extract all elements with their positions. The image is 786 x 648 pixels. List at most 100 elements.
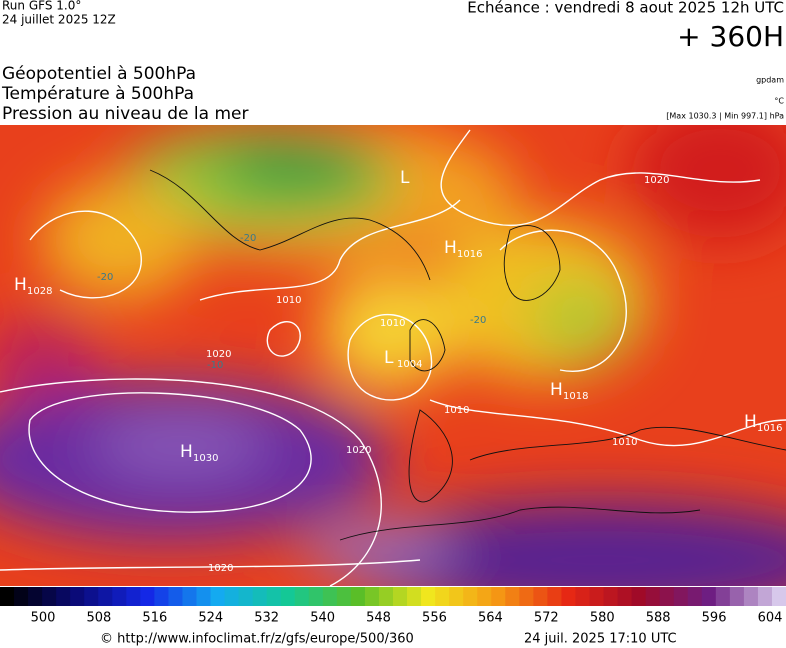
colorbar-swatch xyxy=(364,587,380,606)
pressure-center-letter: H xyxy=(744,412,757,432)
colorbar-swatch xyxy=(701,587,717,606)
colorbar-tick-label: 540 xyxy=(310,611,335,626)
colorbar-swatch xyxy=(435,587,450,606)
colorbar-swatch xyxy=(645,587,661,606)
colorbar-tick-label: 572 xyxy=(534,611,559,626)
colorbar-tick-label: 548 xyxy=(366,611,391,626)
colorbar-swatch xyxy=(294,587,310,606)
temperature-label: -20 xyxy=(97,272,113,283)
valid-time: Echéance : vendredi 8 aout 2025 12h UTC xyxy=(467,0,784,17)
colorbar-swatch xyxy=(505,587,520,606)
colorbar-swatch xyxy=(56,587,71,606)
colorbar-swatch xyxy=(421,587,436,606)
colorbar-swatch xyxy=(463,587,478,606)
colorbar-swatch xyxy=(98,587,113,606)
pressure-center-letter: L xyxy=(384,348,394,368)
run-label: Run GFS 1.0° xyxy=(2,0,81,13)
isobar-label: 1010 xyxy=(276,295,301,306)
colorbar-swatch xyxy=(126,587,141,606)
colorbar-swatch xyxy=(519,587,534,606)
colorbar-swatch xyxy=(336,587,352,606)
colorbar-swatch xyxy=(378,587,394,606)
colorbar-swatch xyxy=(561,587,576,606)
field-title: Température à 500hPa xyxy=(1,84,194,104)
pressure-center-value: 1016 xyxy=(457,249,482,260)
colorbar-swatch xyxy=(238,587,254,606)
isobar-label: 1010 xyxy=(380,318,405,329)
colorbar-swatch xyxy=(140,587,155,606)
colorbar-swatch xyxy=(757,587,773,606)
colorbar-swatch xyxy=(0,587,15,606)
colorbar-tick-label: 588 xyxy=(646,611,671,626)
colorbar-swatch xyxy=(533,587,548,606)
colorbar-tick-label: 508 xyxy=(87,611,112,626)
colorbar-swatch xyxy=(743,587,759,606)
colorbar-swatch xyxy=(350,587,366,606)
pressure-center-value: 1016 xyxy=(757,423,782,434)
isobar-label: 1020 xyxy=(208,563,233,574)
pressure-center-letter: H xyxy=(444,238,457,258)
temperature-label: -10 xyxy=(207,360,223,371)
field-title: Pression au niveau de la mer xyxy=(2,104,248,124)
colorbar-swatch xyxy=(28,587,43,606)
unit-label: °C xyxy=(774,97,784,106)
colorbar-swatch xyxy=(322,587,338,606)
colorbar-swatch xyxy=(407,587,422,606)
colorbar-swatch xyxy=(491,587,506,606)
coastlines xyxy=(149,169,786,541)
map xyxy=(0,125,786,586)
colorbar-tick-label: 532 xyxy=(254,611,279,626)
colorbar-swatch xyxy=(14,587,29,606)
pressure-center-value: 1018 xyxy=(563,391,588,402)
pressure-center-value: 1030 xyxy=(193,453,218,464)
colorbar-swatch xyxy=(42,587,57,606)
isobar-label: 1020 xyxy=(346,445,371,456)
colorbar-swatch xyxy=(266,587,282,606)
colorbar-tick-label: 580 xyxy=(590,611,615,626)
colorbar-tick-label: 500 xyxy=(31,611,56,626)
isobar-label: 1020 xyxy=(644,175,669,186)
pressure-center-value: 1028 xyxy=(27,286,52,297)
colorbar-swatch xyxy=(168,587,183,606)
colorbar-swatch xyxy=(84,587,99,606)
colorbar-swatch xyxy=(477,587,492,606)
pressure-center-letter: H xyxy=(550,380,563,400)
colorbar-swatch xyxy=(715,587,731,606)
field-title: Géopotentiel à 500hPa xyxy=(2,64,196,84)
colorbar-swatch xyxy=(729,587,745,606)
unit-label: gpdam xyxy=(756,76,784,85)
pressure-center-letter: H xyxy=(180,442,193,462)
colorbar-swatch xyxy=(196,587,212,606)
colorbar-swatch xyxy=(182,587,197,606)
colorbar-swatch xyxy=(210,587,226,606)
colorbar-swatch xyxy=(280,587,296,606)
colorbar-swatch xyxy=(575,587,590,606)
colorbar-tick-label: 596 xyxy=(702,611,727,626)
colorbar-swatch xyxy=(687,587,703,606)
colorbar-swatch xyxy=(224,587,240,606)
colorbar-tick-label: 556 xyxy=(422,611,447,626)
temperature-label: -20 xyxy=(240,233,256,244)
colorbar-tick-label: 524 xyxy=(198,611,223,626)
colorbar-swatch xyxy=(70,587,85,606)
colorbar-tick-label: 516 xyxy=(142,611,167,626)
temperature-label: -20 xyxy=(470,315,486,326)
colorbar-swatch xyxy=(308,587,324,606)
colorbar-swatch xyxy=(659,587,675,606)
source-url: © http://www.infoclimat.fr/z/gfs/europe/… xyxy=(100,632,414,647)
colorbar-swatch xyxy=(154,587,169,606)
isobars xyxy=(0,129,786,586)
pressure-center-letter: L xyxy=(400,168,410,188)
colorbar: 500 508 516 524 532 540 548 556 564 572 580 588 596 6… xyxy=(0,587,786,626)
run-date: 24 juillet 2025 12Z xyxy=(2,13,116,27)
isobar-label: 1010 xyxy=(444,405,469,416)
colorbar-swatch xyxy=(449,587,464,606)
timestamp: 24 juil. 2025 17:10 UTC xyxy=(524,632,677,647)
colorbar-tick-label: 564 xyxy=(478,611,503,626)
colorbar-swatch xyxy=(547,587,562,606)
colorbar-swatch xyxy=(603,587,619,606)
colorbar-tick-label: 604 xyxy=(758,611,783,626)
pressure-center-value: 1004 xyxy=(397,359,422,370)
